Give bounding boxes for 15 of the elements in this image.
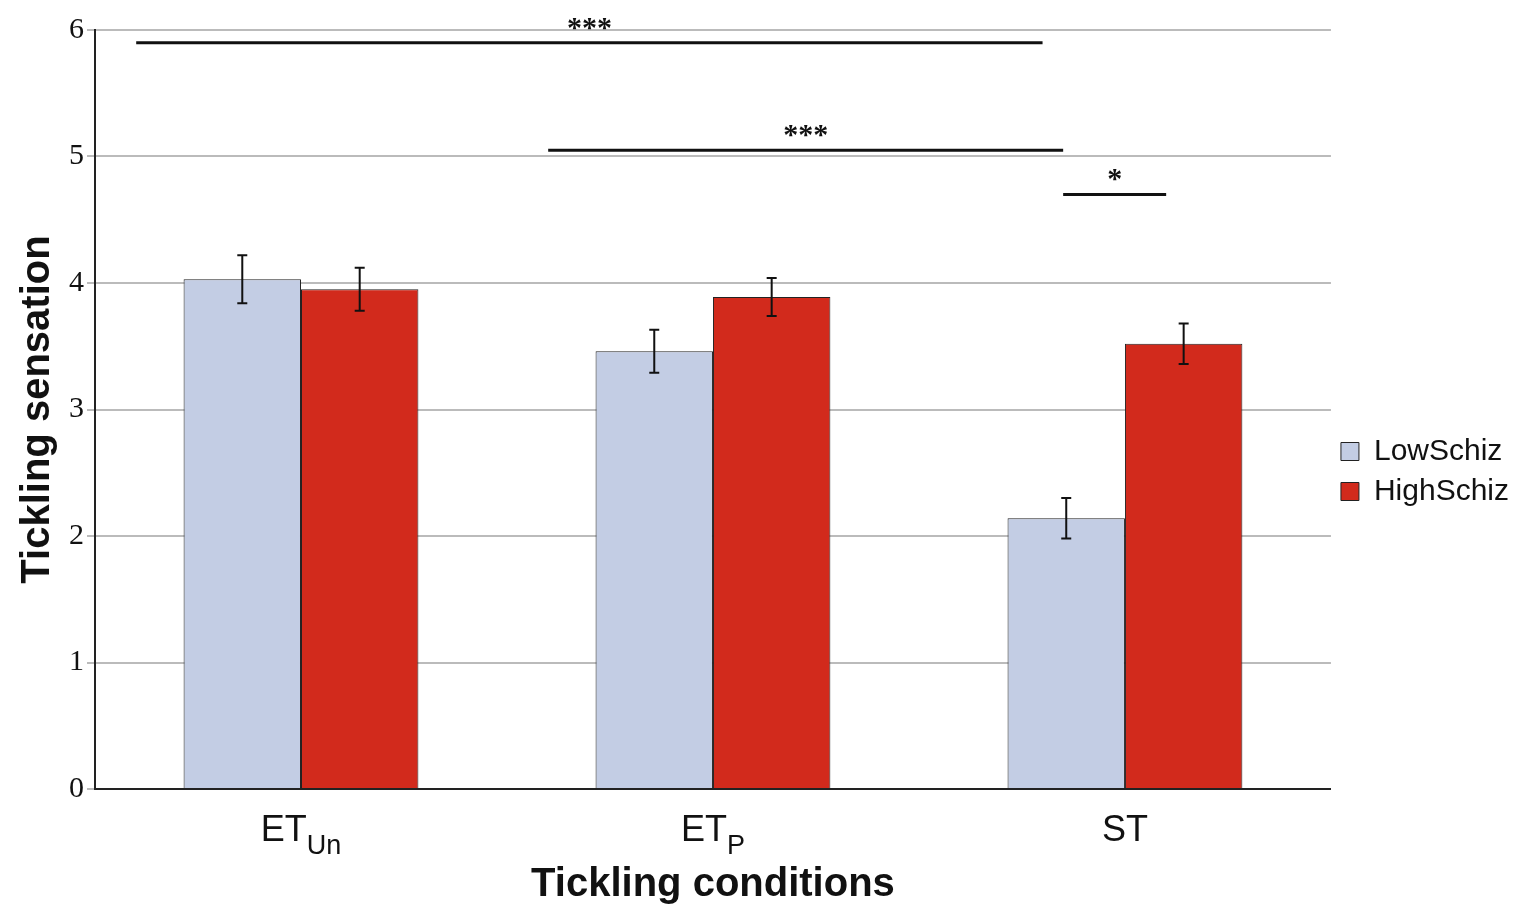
annotation: *** <box>566 9 612 43</box>
y-axis-title: Tickling sensation <box>13 235 58 584</box>
annotation: *** <box>783 117 829 151</box>
y-tick-label: 4 <box>69 263 84 297</box>
legend-label: LowSchiz <box>1373 432 1503 466</box>
y-tick-label: 5 <box>69 137 84 171</box>
y-tick-label: 1 <box>69 643 84 677</box>
y-tick-label: 6 <box>69 10 84 44</box>
y-tick-label: 3 <box>69 390 84 424</box>
y-tick-label: 2 <box>69 516 84 550</box>
x-tick-label: ST <box>1101 808 1148 849</box>
y-tick-label: 0 <box>69 769 84 803</box>
x-axis-title: Tickling conditions <box>531 860 895 905</box>
annotation: * <box>1107 161 1123 195</box>
legend-label: HighSchiz <box>1373 472 1509 506</box>
